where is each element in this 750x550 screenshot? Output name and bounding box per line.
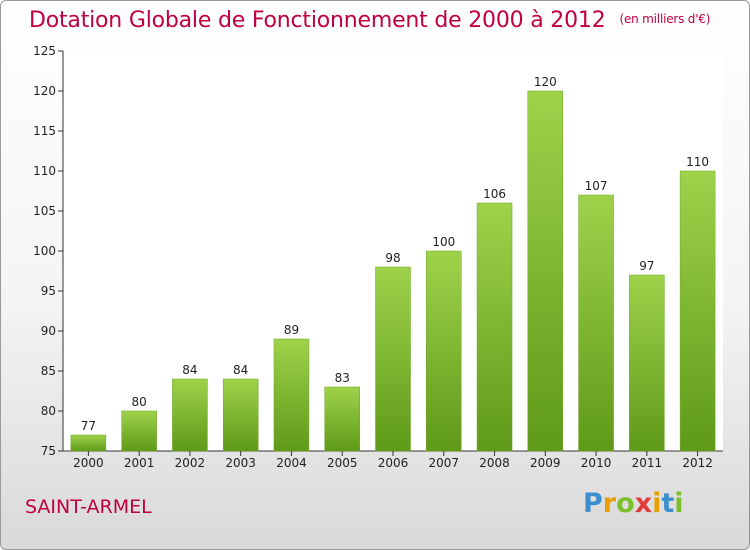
title-text: Dotation Globale de Fonctionnement de 20…	[29, 8, 606, 33]
x-tick-label: 2012	[682, 456, 713, 470]
proxiti-logo: Proxiti	[583, 488, 684, 519]
y-tick-label: 95	[41, 284, 56, 298]
y-tick-label: 75	[41, 444, 56, 458]
y-tick-label: 125	[33, 44, 56, 58]
bar-value-label: 100	[432, 235, 455, 249]
y-tick-label: 85	[41, 364, 56, 378]
bar-value-label: 80	[132, 395, 147, 409]
bar-value-label: 83	[335, 371, 350, 385]
bar-value-label: 84	[233, 363, 248, 377]
x-tick-label: 2005	[327, 456, 358, 470]
y-tick-label: 80	[41, 404, 56, 418]
x-tick-label: 2006	[378, 456, 409, 470]
bar	[273, 338, 310, 452]
title-unit: (en milliers d'€)	[619, 12, 711, 26]
logo-letter: P	[583, 488, 603, 519]
chart-title: Dotation Globale de Fonctionnement de 20…	[29, 8, 710, 33]
logo-letter: r	[602, 488, 617, 519]
bar	[324, 386, 360, 452]
logo-letter: o	[616, 488, 635, 519]
y-tick-label: 100	[33, 244, 56, 258]
bar-value-label: 77	[81, 419, 96, 433]
x-tick-label: 2001	[124, 456, 155, 470]
bar	[679, 170, 716, 452]
x-tick-label: 2011	[632, 456, 663, 470]
bar-value-label: 107	[585, 179, 608, 193]
bar	[578, 194, 614, 452]
y-tick-label: 115	[33, 124, 56, 138]
x-tick-label: 2007	[428, 456, 459, 470]
y-tick-label: 90	[41, 324, 56, 338]
bar	[426, 250, 462, 452]
bar-value-label: 120	[534, 75, 557, 89]
place-name: SAINT-ARMEL	[25, 496, 152, 518]
y-tick-label: 120	[33, 84, 56, 98]
bar	[527, 90, 564, 452]
bar	[375, 266, 411, 452]
logo-letter: x	[634, 488, 653, 519]
logo-letter: i	[652, 488, 662, 519]
logo-letter: t	[661, 488, 675, 519]
x-tick-label: 2000	[73, 456, 104, 470]
bar	[476, 202, 513, 452]
bar	[121, 410, 157, 452]
x-tick-label: 2008	[479, 456, 510, 470]
bar-value-label: 106	[483, 187, 506, 201]
bar	[172, 378, 208, 452]
bar-value-label: 110	[686, 155, 709, 169]
y-tick-label: 105	[33, 204, 56, 218]
bar	[222, 378, 259, 452]
bar-value-label: 97	[639, 259, 654, 273]
y-tick-label: 110	[33, 164, 56, 178]
x-tick-label: 2010	[581, 456, 612, 470]
bar	[629, 274, 665, 452]
x-tick-label: 2009	[530, 456, 561, 470]
logo-letter: i	[674, 488, 684, 519]
bar-value-label: 98	[385, 251, 400, 265]
x-tick-label: 2002	[175, 456, 206, 470]
bar	[70, 434, 107, 452]
x-tick-label: 2003	[225, 456, 256, 470]
x-tick-label: 2004	[276, 456, 307, 470]
bar-value-label: 84	[182, 363, 197, 377]
bar-value-label: 89	[284, 323, 299, 337]
